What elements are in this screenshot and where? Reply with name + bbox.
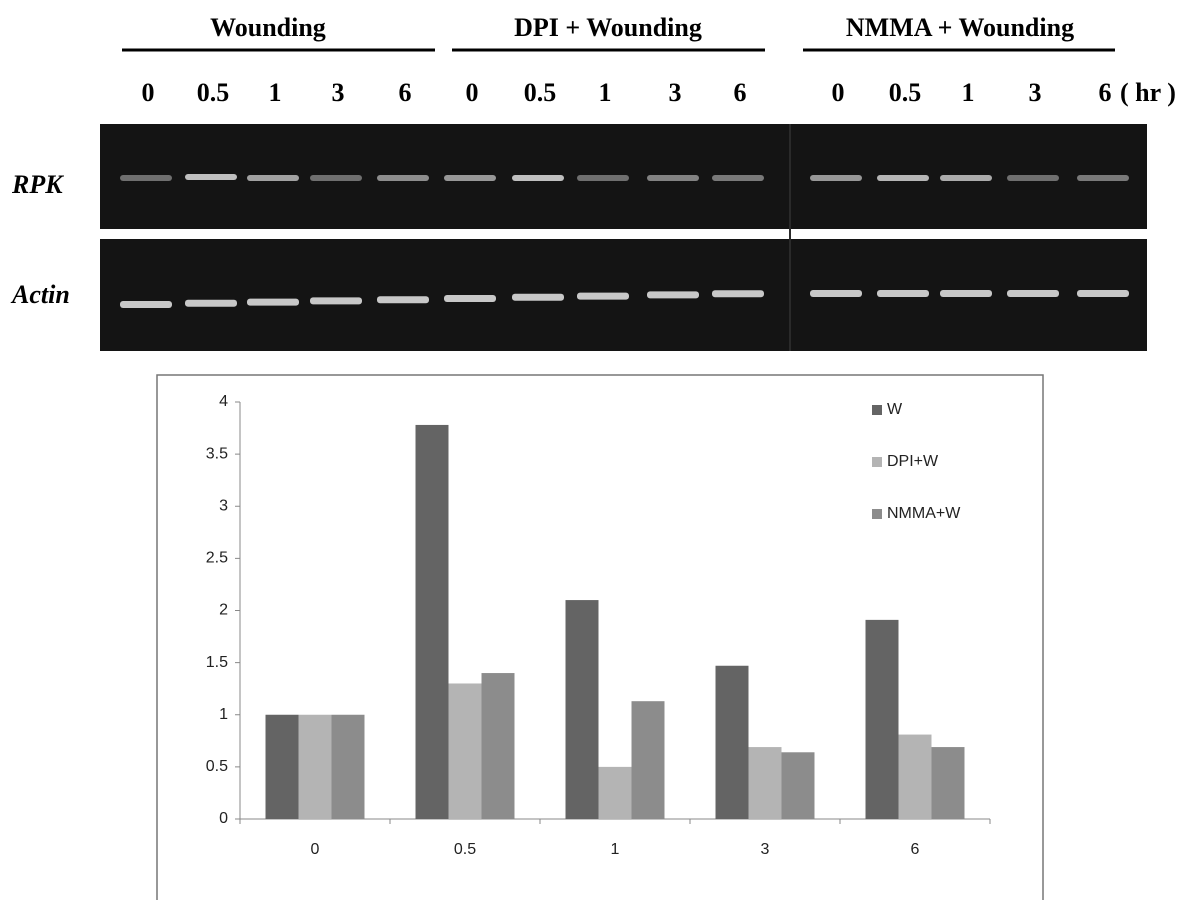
bar — [299, 715, 332, 819]
gel-band — [512, 175, 564, 181]
lane-label: 1 — [962, 78, 975, 107]
gel-band — [712, 175, 764, 181]
x-tick-label: 0 — [311, 841, 320, 858]
gel-band — [444, 175, 496, 181]
gel-band — [940, 175, 992, 181]
y-tick-label: 3 — [219, 497, 228, 514]
y-tick-label: 4 — [219, 393, 228, 410]
lane-label: 1 — [599, 78, 612, 107]
gel-band — [185, 174, 237, 180]
gel-band — [247, 175, 299, 181]
gel-band — [1007, 175, 1059, 181]
x-tick-label: 1 — [611, 841, 620, 858]
bar — [266, 715, 299, 819]
y-tick-label: 1 — [219, 706, 228, 723]
y-tick-label: 0.5 — [206, 758, 228, 775]
lane-label: 0 — [466, 78, 479, 107]
lane-label: 6 — [734, 78, 747, 107]
gel-band — [512, 294, 564, 301]
gel-band — [647, 291, 699, 298]
y-tick-label: 2 — [219, 602, 228, 619]
bar — [599, 767, 632, 819]
bar — [449, 683, 482, 819]
figure: Wounding DPI + Wounding NMMA + Wounding 0 0.… — [0, 0, 1204, 900]
gel-band — [120, 175, 172, 181]
lane-label: 0 — [832, 78, 845, 107]
gel-band — [1007, 290, 1059, 297]
bar — [332, 715, 365, 819]
gel-band — [712, 290, 764, 297]
legend-label: W — [887, 401, 903, 418]
group-label: Wounding — [210, 13, 326, 42]
gel-band — [577, 175, 629, 181]
y-tick-label: 3.5 — [206, 445, 228, 462]
lane-label: 3 — [332, 78, 345, 107]
gel-band — [810, 290, 862, 297]
gel-band — [1077, 175, 1129, 181]
gel-band — [310, 297, 362, 304]
bar — [899, 735, 932, 819]
gel-band — [577, 293, 629, 300]
x-tick-label: 6 — [911, 841, 920, 858]
gel-band — [444, 295, 496, 302]
gel-band — [940, 290, 992, 297]
bar — [416, 425, 449, 819]
gel-band — [877, 290, 929, 297]
legend-label: NMMA+W — [887, 505, 961, 522]
group-label: DPI + Wounding — [514, 13, 702, 42]
bar — [782, 752, 815, 819]
y-tick-label: 1.5 — [206, 654, 228, 671]
row-label: Actin — [10, 280, 70, 309]
x-tick-label: 0.5 — [454, 841, 476, 858]
gel-band — [1077, 290, 1129, 297]
row-label: RPK — [11, 170, 64, 199]
gel-band — [185, 300, 237, 307]
x-tick-label: 3 — [761, 841, 770, 858]
lane-label: 0.5 — [197, 78, 230, 107]
lane-label: 0.5 — [889, 78, 922, 107]
lane-label: 6 — [1099, 78, 1112, 107]
lane-label: 1 — [269, 78, 282, 107]
bar — [566, 600, 599, 819]
legend-swatch — [872, 509, 882, 519]
lane-label: 0.5 — [524, 78, 557, 107]
legend-swatch — [872, 457, 882, 467]
bar — [932, 747, 965, 819]
gel-band — [310, 175, 362, 181]
gel-band — [647, 175, 699, 181]
lane-label: 0 — [142, 78, 155, 107]
gel-band — [377, 296, 429, 303]
legend-label: DPI+W — [887, 453, 939, 470]
bar — [482, 673, 515, 819]
group-label: NMMA + Wounding — [846, 13, 1074, 42]
legend-swatch — [872, 405, 882, 415]
gel-band — [247, 299, 299, 306]
gel-band — [120, 301, 172, 308]
lane-label: 6 — [399, 78, 412, 107]
lane-label: 3 — [1029, 78, 1042, 107]
bar — [749, 747, 782, 819]
y-tick-label: 2.5 — [206, 550, 228, 567]
gel-band — [877, 175, 929, 181]
unit-label: ( hr ) — [1120, 78, 1176, 107]
y-tick-label: 0 — [219, 810, 228, 827]
lane-label: 3 — [669, 78, 682, 107]
gel-band — [377, 175, 429, 181]
bar — [866, 620, 899, 819]
gel-band — [810, 175, 862, 181]
bar — [632, 701, 665, 819]
page: Wounding DPI + Wounding NMMA + Wounding 0 0.… — [0, 0, 1204, 900]
bar — [716, 666, 749, 819]
